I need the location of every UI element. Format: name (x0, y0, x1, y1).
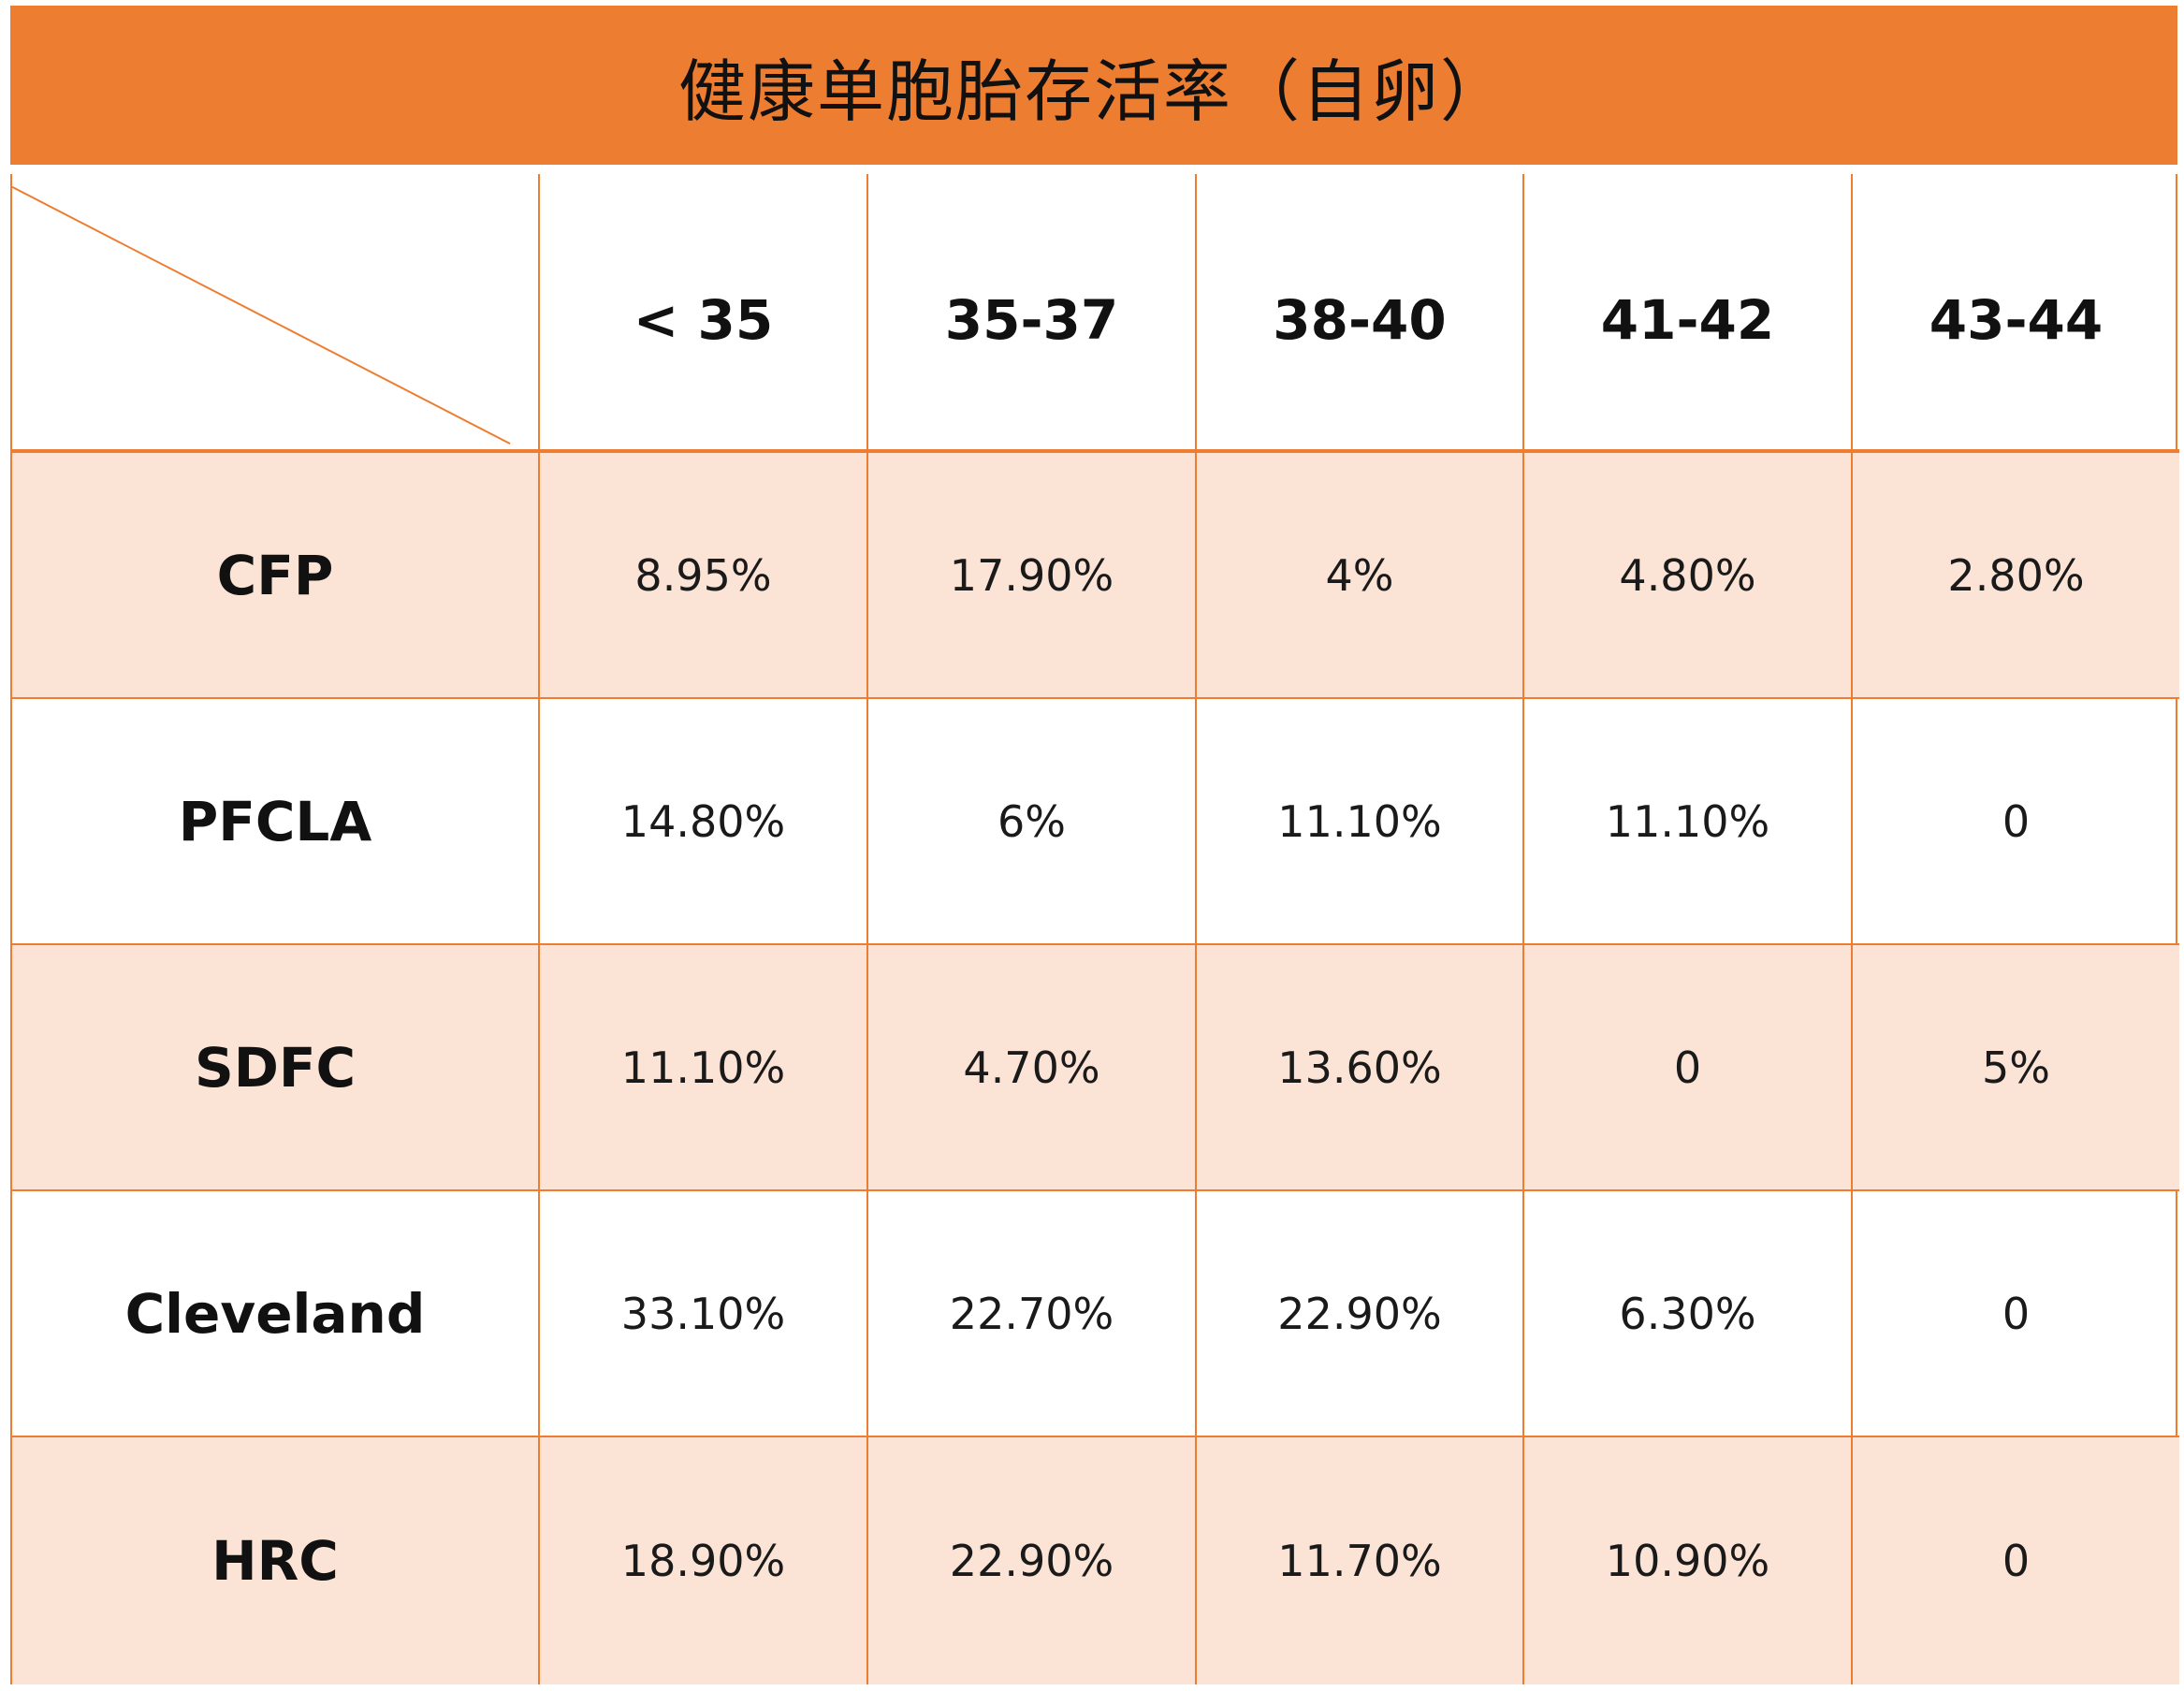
table-title: 健康单胞胎存活率（自卵） (10, 6, 2177, 165)
value-cell: 0 (1853, 699, 2179, 945)
row-header: PFCLA (12, 699, 540, 945)
value-cell: 0 (1853, 1191, 2179, 1437)
column-header: 41-42 (1524, 174, 1853, 453)
value-cell: 4% (1197, 453, 1524, 699)
row-header: Cleveland (12, 1191, 540, 1437)
value-cell: 0 (1524, 945, 1853, 1191)
value-cell: 10.90% (1524, 1437, 1853, 1684)
value-cell: 22.90% (1197, 1191, 1524, 1437)
value-cell: 11.10% (1524, 699, 1853, 945)
value-cell: 8.95% (540, 453, 868, 699)
row-header: HRC (12, 1437, 540, 1684)
value-cell: 2.80% (1853, 453, 2179, 699)
survival-rate-table: < 35 35-37 38-40 41-42 43-44 CFP 8.95% 17.90% 4%… (10, 174, 2179, 1684)
value-cell: 11.10% (540, 945, 868, 1191)
value-cell: 17.90% (868, 453, 1197, 699)
value-cell: 4.80% (1524, 453, 1853, 699)
value-cell: 11.70% (1197, 1437, 1524, 1684)
diagonal-divider (12, 185, 511, 445)
value-cell: 4.70% (868, 945, 1197, 1191)
value-cell: 18.90% (540, 1437, 868, 1684)
value-cell: 22.70% (868, 1191, 1197, 1437)
column-header: < 35 (540, 174, 868, 453)
value-cell: 6.30% (1524, 1191, 1853, 1437)
value-cell: 33.10% (540, 1191, 868, 1437)
value-cell: 14.80% (540, 699, 868, 945)
row-header: CFP (12, 453, 540, 699)
value-cell: 13.60% (1197, 945, 1524, 1191)
column-header: 43-44 (1853, 174, 2179, 453)
column-header: 38-40 (1197, 174, 1524, 453)
row-header: SDFC (12, 945, 540, 1191)
value-cell: 6% (868, 699, 1197, 945)
corner-cell (12, 174, 540, 453)
value-cell: 22.90% (868, 1437, 1197, 1684)
value-cell: 11.10% (1197, 699, 1524, 945)
value-cell: 0 (1853, 1437, 2179, 1684)
column-header: 35-37 (868, 174, 1197, 453)
value-cell: 5% (1853, 945, 2179, 1191)
